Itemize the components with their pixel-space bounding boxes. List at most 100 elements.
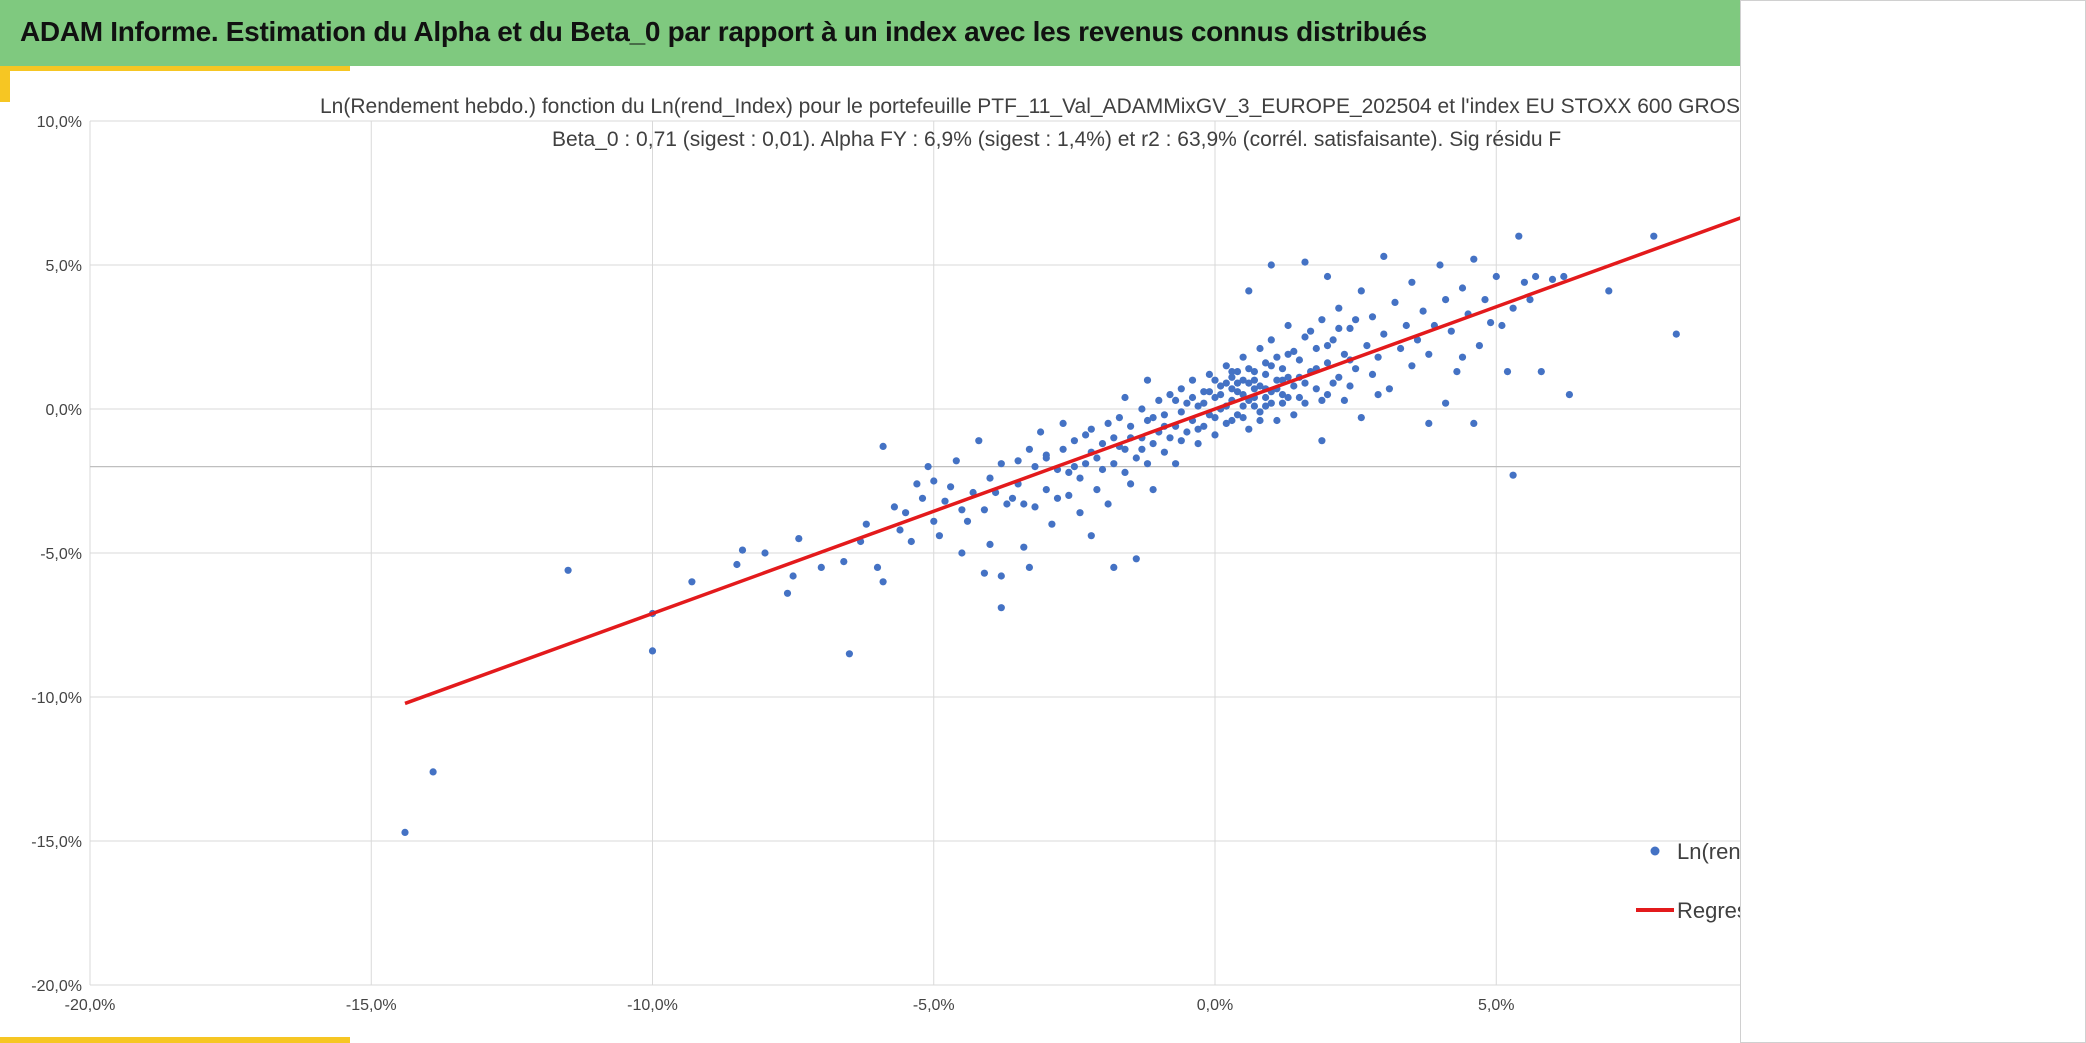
data-point [1318,437,1326,445]
data-point [890,503,899,511]
data-point [1205,370,1213,378]
header-bar: ADAM Informe. Estimation du Alpha et du … [0,0,1740,69]
data-point [1104,419,1112,427]
data-point [1211,431,1219,439]
x-tick-label: -15,0% [346,997,397,1014]
data-point [1155,396,1163,404]
data-point [1222,379,1230,387]
side-panel [1740,0,2086,1043]
data-point [1295,356,1303,364]
accent-bar-left [0,66,10,102]
data-point [688,578,696,586]
data-point [1605,287,1613,295]
data-point [845,650,854,658]
data-point [1065,468,1073,476]
data-point [1458,353,1467,361]
data-point [1487,319,1495,327]
data-point [1228,416,1236,425]
data-point [1188,376,1197,384]
data-point [1419,307,1427,315]
data-point [1233,368,1242,376]
data-point [1070,437,1078,445]
data-point [997,604,1005,612]
data-point [648,647,657,655]
data-point [1020,500,1028,508]
data-point [401,828,409,837]
data-point [1205,388,1213,396]
data-point [1312,344,1320,353]
data-point [980,569,989,577]
data-point [1160,411,1168,419]
data-point [1245,365,1253,373]
data-point [1115,414,1123,422]
data-point [1262,402,1270,410]
data-point [1284,393,1292,402]
data-point [1149,440,1157,448]
data-point [1526,296,1534,304]
data-point [1408,278,1416,286]
data-point [1323,342,1332,350]
data-point [1374,353,1382,361]
data-point [1442,399,1450,407]
data-point [1458,284,1467,292]
data-point [1368,313,1377,321]
data-point [1087,425,1095,433]
y-tick-label: 10,0% [37,114,82,131]
data-point [1262,393,1270,402]
data-point [1059,419,1067,427]
data-point [1211,414,1219,422]
data-point [1425,419,1433,427]
data-point [1267,261,1275,269]
data-point [1025,563,1033,571]
data-point [1329,379,1337,387]
data-point [1245,287,1253,295]
data-point [975,437,983,445]
data-point [1357,287,1365,295]
data-point [1143,460,1152,468]
data-point [1273,353,1281,361]
data-point [1318,396,1326,404]
data-point [1042,486,1050,494]
data-point [1402,321,1410,330]
data-point [429,768,437,776]
data-point [1256,416,1264,425]
data-point [1076,509,1084,517]
data-point [1380,330,1388,338]
data-point [783,589,792,597]
data-point [924,463,932,471]
data-point [1650,232,1658,240]
data-point [1217,391,1225,399]
data-point [1301,379,1309,387]
data-point [1368,370,1377,378]
data-point [935,532,944,540]
data-point [1188,393,1197,402]
data-point [1172,396,1180,404]
data-point [1132,555,1140,563]
data-point [873,563,882,571]
data-point [1503,368,1512,376]
data-point [733,560,741,569]
data-point [761,549,769,557]
data-point [1363,342,1371,350]
data-point [1233,379,1242,387]
data-point [930,517,938,525]
data-point [1397,344,1405,353]
x-tick-label: -20,0% [65,997,116,1014]
data-point [1335,373,1343,381]
data-point [1098,465,1107,474]
data-point [1256,344,1264,353]
data-point [1127,480,1135,488]
data-point [1262,359,1270,367]
data-point [1245,379,1253,387]
data-point [1172,460,1180,468]
accent-bar-top [0,66,350,71]
data-point [1053,494,1062,502]
data-point [1082,460,1090,468]
data-point [1267,399,1275,407]
data-point [1295,393,1303,402]
data-point [1228,368,1236,376]
data-point [1537,368,1545,376]
data-point [1442,296,1450,304]
data-point [1200,422,1208,430]
data-point [1166,434,1174,442]
